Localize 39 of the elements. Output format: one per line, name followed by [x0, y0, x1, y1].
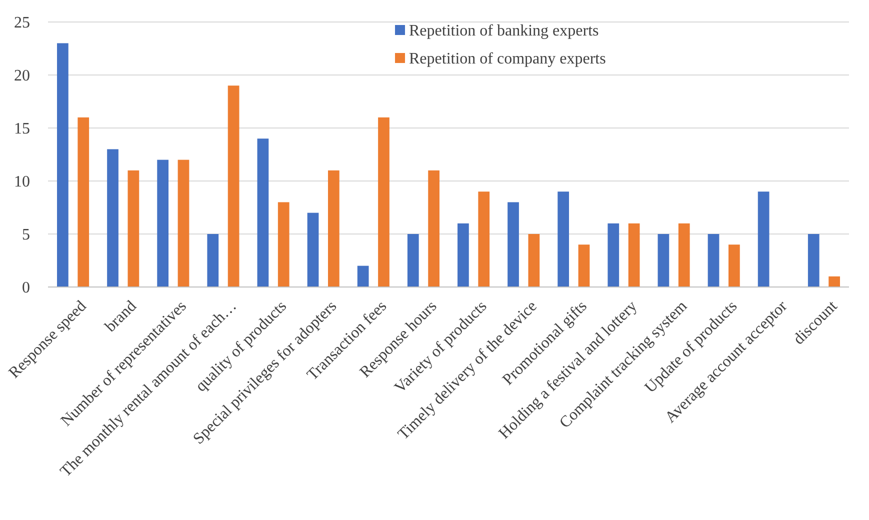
bar: [178, 160, 190, 287]
bar: [78, 117, 90, 287]
bar: [107, 149, 118, 287]
legend-label: Repetition of company experts: [409, 50, 606, 68]
bar: [207, 234, 219, 287]
bar: [328, 170, 340, 287]
legend-label: Repetition of banking experts: [409, 22, 599, 40]
bar: [758, 192, 770, 287]
bar: [678, 223, 690, 287]
bar: [128, 170, 140, 287]
y-tick-label: 10: [14, 174, 30, 191]
bar: [608, 223, 620, 287]
bar: [478, 192, 490, 287]
bar: [278, 202, 290, 287]
bar: [458, 223, 469, 287]
bar: [57, 43, 68, 287]
bar: [628, 223, 640, 287]
bar: [228, 86, 240, 287]
y-tick-label: 15: [14, 120, 30, 138]
bar: [578, 244, 590, 287]
bar: [407, 234, 419, 287]
y-tick-label: 5: [22, 226, 30, 244]
bar: [708, 234, 720, 287]
bar: [378, 117, 390, 287]
bar: [658, 234, 670, 287]
bar: [808, 234, 820, 287]
y-tick-label: 25: [14, 14, 30, 32]
bar: [528, 234, 540, 287]
bar: [157, 160, 169, 287]
bar: [307, 212, 319, 287]
bar: [357, 266, 369, 287]
bar: [828, 276, 840, 287]
y-tick-label: 0: [22, 280, 30, 297]
y-tick-label: 20: [14, 68, 30, 85]
bar: [728, 244, 740, 287]
bar: [257, 138, 269, 287]
bar: [428, 170, 440, 287]
bar: [508, 202, 519, 287]
bar: [558, 192, 570, 287]
